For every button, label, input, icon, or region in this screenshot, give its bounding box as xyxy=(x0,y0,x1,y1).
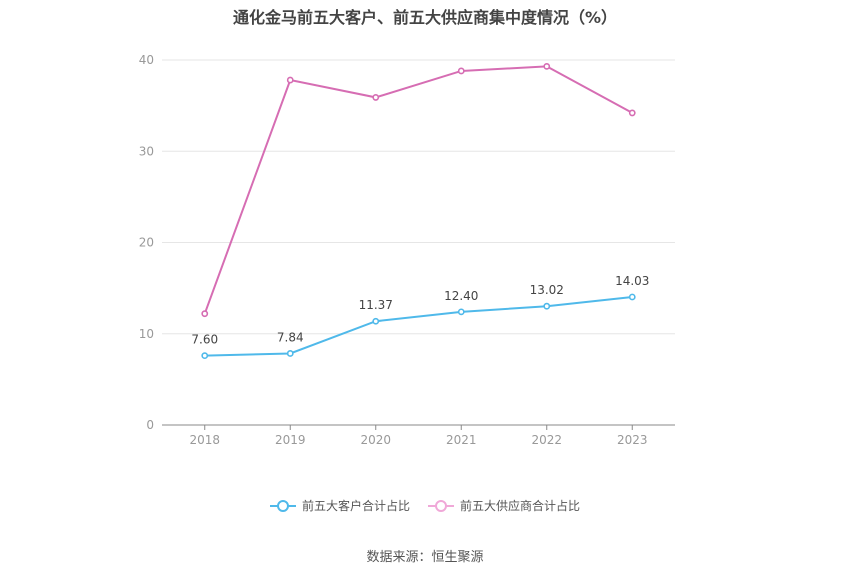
data-point xyxy=(372,317,380,325)
data-label: 7.60 xyxy=(191,333,218,347)
legend-item-customers[interactable]: 前五大客户合计占比 xyxy=(269,497,410,514)
data-point xyxy=(372,94,380,101)
data-point xyxy=(543,302,551,310)
data-point xyxy=(628,293,636,301)
data-point xyxy=(286,350,294,357)
x-tick-label: 2022 xyxy=(531,433,562,447)
x-tick-label: 2021 xyxy=(446,433,477,447)
data-point xyxy=(628,109,636,117)
legend-item-suppliers[interactable]: 前五大供应商合计占比 xyxy=(428,497,580,514)
series-line-0 xyxy=(204,295,633,357)
data-label: 12.40 xyxy=(444,289,478,303)
data-point xyxy=(201,352,209,360)
legend-marker-customers xyxy=(269,499,296,513)
data-label: 11.37 xyxy=(359,298,393,312)
series-line-1 xyxy=(203,65,633,315)
data-label: 13.02 xyxy=(530,283,564,297)
y-tick-label: 10 xyxy=(139,327,154,341)
data-point xyxy=(543,62,551,70)
data-point xyxy=(457,67,465,75)
y-tick-label: 40 xyxy=(139,53,154,67)
y-tick-label: 0 xyxy=(146,418,154,432)
data-point xyxy=(201,310,209,318)
chart-title: 通化金马前五大客户、前五大供应商集中度情况（%） xyxy=(232,8,618,27)
y-tick-label: 30 xyxy=(139,144,154,158)
legend-label-customers: 前五大客户合计占比 xyxy=(301,499,410,513)
legend-label-suppliers: 前五大供应商合计占比 xyxy=(460,499,581,513)
data-label: 7.84 xyxy=(277,330,304,344)
legend: 前五大客户合计占比 前五大供应商合计占比 xyxy=(0,497,850,514)
x-tick-label: 2019 xyxy=(275,433,306,447)
legend-marker-suppliers xyxy=(428,499,454,513)
data-source: 数据来源：恒生聚源 xyxy=(366,550,484,565)
x-tick-label: 2020 xyxy=(360,433,391,447)
x-tick-label: 2023 xyxy=(617,433,648,447)
data-point xyxy=(457,308,465,316)
line-chart: 0 10 20 30 40 2018 2019 2020 2021 2022 2023 7.60 7.8… xyxy=(139,53,675,447)
y-tick-label: 20 xyxy=(139,236,154,250)
x-tick-label: 2018 xyxy=(189,433,220,447)
data-label: 14.03 xyxy=(615,274,649,288)
data-point xyxy=(286,76,294,84)
